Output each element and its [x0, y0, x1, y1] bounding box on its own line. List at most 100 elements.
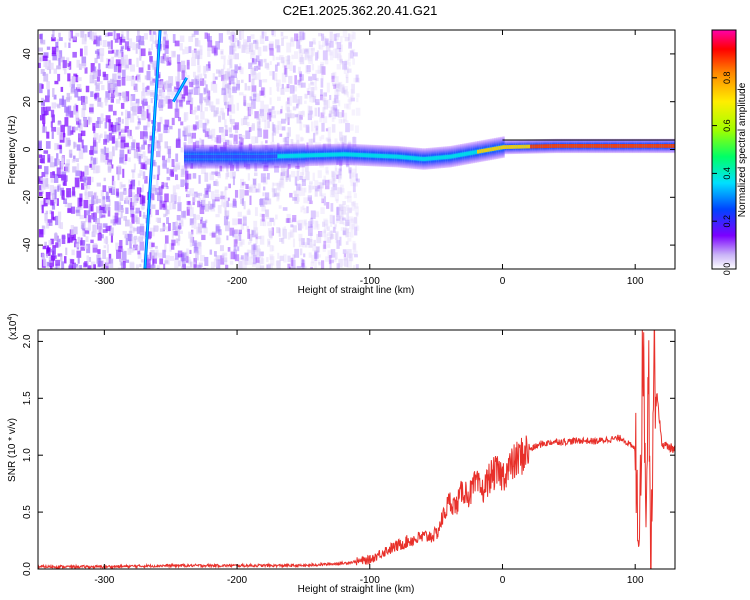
- noise-cell: [271, 132, 274, 142]
- noise-cell: [55, 259, 61, 266]
- noise-cell: [171, 159, 175, 168]
- noise-cell: [58, 37, 63, 41]
- noise-cell: [118, 245, 123, 252]
- noise-cell: [115, 140, 118, 151]
- noise-cell: [166, 209, 170, 215]
- band-core: [670, 144, 673, 148]
- noise-cell: [157, 165, 161, 176]
- noise-cell: [298, 238, 304, 248]
- noise-cell: [186, 59, 190, 70]
- noise-cell: [51, 46, 56, 54]
- noise-cell: [342, 249, 347, 254]
- band-core: [636, 144, 639, 148]
- noise-cell: [275, 214, 278, 220]
- noise-cell: [103, 238, 109, 244]
- noise-cell: [193, 219, 197, 230]
- noise-cell: [352, 250, 358, 256]
- band-core: [319, 153, 323, 157]
- noise-cell: [277, 96, 281, 101]
- noise-cell: [261, 199, 265, 207]
- noise-cell: [349, 41, 352, 47]
- noise-cell: [153, 252, 158, 259]
- noise-cell: [149, 30, 152, 35]
- band-core: [672, 144, 675, 148]
- noise-cell: [139, 153, 143, 159]
- noise-cell: [91, 212, 95, 220]
- noise-cell: [280, 178, 285, 185]
- noise-cell: [339, 163, 342, 172]
- band-core: [341, 152, 344, 157]
- band-core: [211, 154, 214, 159]
- noise-cell: [323, 92, 328, 97]
- noise-cell: [275, 56, 280, 61]
- noise-cell: [312, 95, 316, 103]
- noise-cell: [186, 190, 191, 197]
- noise-cell: [249, 108, 253, 115]
- noise-cell: [251, 230, 256, 238]
- noise-cell: [73, 73, 78, 77]
- x-tick-label: -300: [94, 276, 114, 287]
- snr-y-label: SNR (10 * v/v): [7, 418, 18, 482]
- noise-cell: [232, 176, 235, 186]
- noise-cell: [158, 99, 164, 108]
- noise-cell: [287, 97, 290, 105]
- noise-cell: [94, 79, 97, 86]
- noise-cell: [169, 255, 175, 261]
- noise-cell: [288, 174, 292, 182]
- band-core: [426, 156, 429, 161]
- noise-cell: [332, 258, 337, 263]
- noise-cell: [224, 119, 227, 127]
- noise-cell: [331, 75, 335, 83]
- noise-cell: [101, 266, 106, 269]
- noise-cell: [81, 171, 85, 177]
- noise-cell: [301, 263, 305, 267]
- noise-cell: [137, 123, 141, 130]
- band-core: [364, 153, 367, 158]
- band-core: [334, 152, 337, 157]
- noise-cell: [156, 267, 160, 269]
- noise-cell: [41, 106, 45, 115]
- noise-cell: [166, 158, 171, 163]
- band-core: [200, 154, 204, 159]
- noise-cell: [161, 155, 166, 161]
- noise-cell: [102, 185, 107, 193]
- noise-cell: [146, 85, 150, 90]
- noise-cell: [353, 217, 358, 227]
- noise-cell: [99, 48, 105, 56]
- noise-cell: [90, 239, 94, 244]
- noise-cell: [87, 31, 91, 38]
- noise-cell: [138, 236, 144, 242]
- noise-cell: [91, 231, 96, 238]
- band-core: [328, 152, 331, 157]
- band-core: [481, 149, 484, 153]
- noise-cell: [349, 219, 354, 230]
- noise-cell: [298, 187, 301, 197]
- noise-cell: [322, 221, 325, 227]
- noise-cell: [305, 222, 308, 230]
- noise-cell: [259, 235, 265, 245]
- noise-cell: [299, 71, 303, 77]
- noise-cell: [303, 220, 307, 227]
- noise-cell: [178, 222, 182, 230]
- noise-cell: [191, 132, 197, 139]
- noise-cell: [299, 122, 303, 131]
- noise-cell: [311, 91, 315, 97]
- noise-cell: [141, 60, 145, 68]
- noise-cell: [92, 165, 98, 174]
- noise-cell: [66, 188, 72, 198]
- noise-cell: [253, 243, 257, 250]
- noise-cell: [76, 59, 80, 68]
- band-core: [651, 144, 654, 148]
- noise-cell: [84, 45, 88, 56]
- noise-cell: [347, 228, 350, 234]
- noise-cell: [244, 190, 249, 196]
- noise-cell: [254, 111, 259, 119]
- noise-cell: [307, 195, 312, 201]
- noise-cell: [43, 52, 49, 59]
- noise-cell: [105, 191, 109, 200]
- band-core: [561, 144, 565, 148]
- noise-cell: [209, 130, 212, 137]
- noise-cell: [172, 185, 176, 196]
- noise-cell: [233, 230, 237, 239]
- noise-cell: [84, 165, 89, 176]
